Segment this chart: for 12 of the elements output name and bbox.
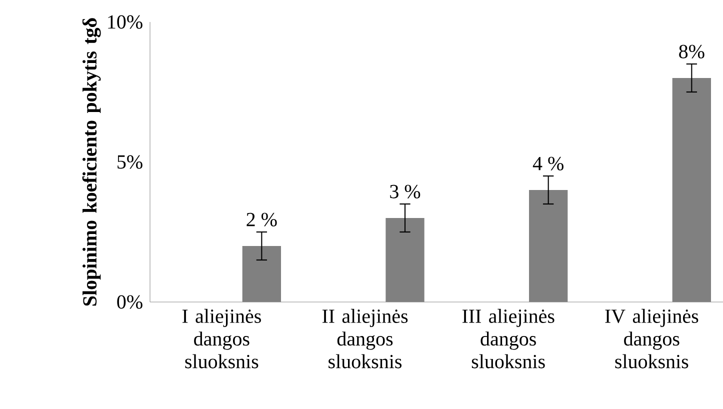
y-tick-label: 0%: [117, 295, 142, 309]
y-tick-label: 5%: [118, 155, 142, 169]
x-tick-label: IV aliejinės dangos sluoksnis: [605, 308, 698, 368]
x-tick-label: III aliejinės dangos sluoksnis: [462, 308, 554, 368]
data-label: 4 %: [532, 156, 564, 170]
x-tick-label: I aliejinės dangos sluoksnis: [182, 308, 261, 368]
data-label: 8%: [679, 44, 704, 58]
y-tick-label: 10%: [108, 15, 142, 29]
y-axis-title: Slopinimo koeficiento pokytis tgδ: [82, 18, 101, 306]
x-tick-label: II aliejinės dangos sluoksnis: [322, 308, 408, 368]
data-label: 2 %: [246, 212, 277, 226]
data-label: 3 %: [390, 184, 420, 198]
